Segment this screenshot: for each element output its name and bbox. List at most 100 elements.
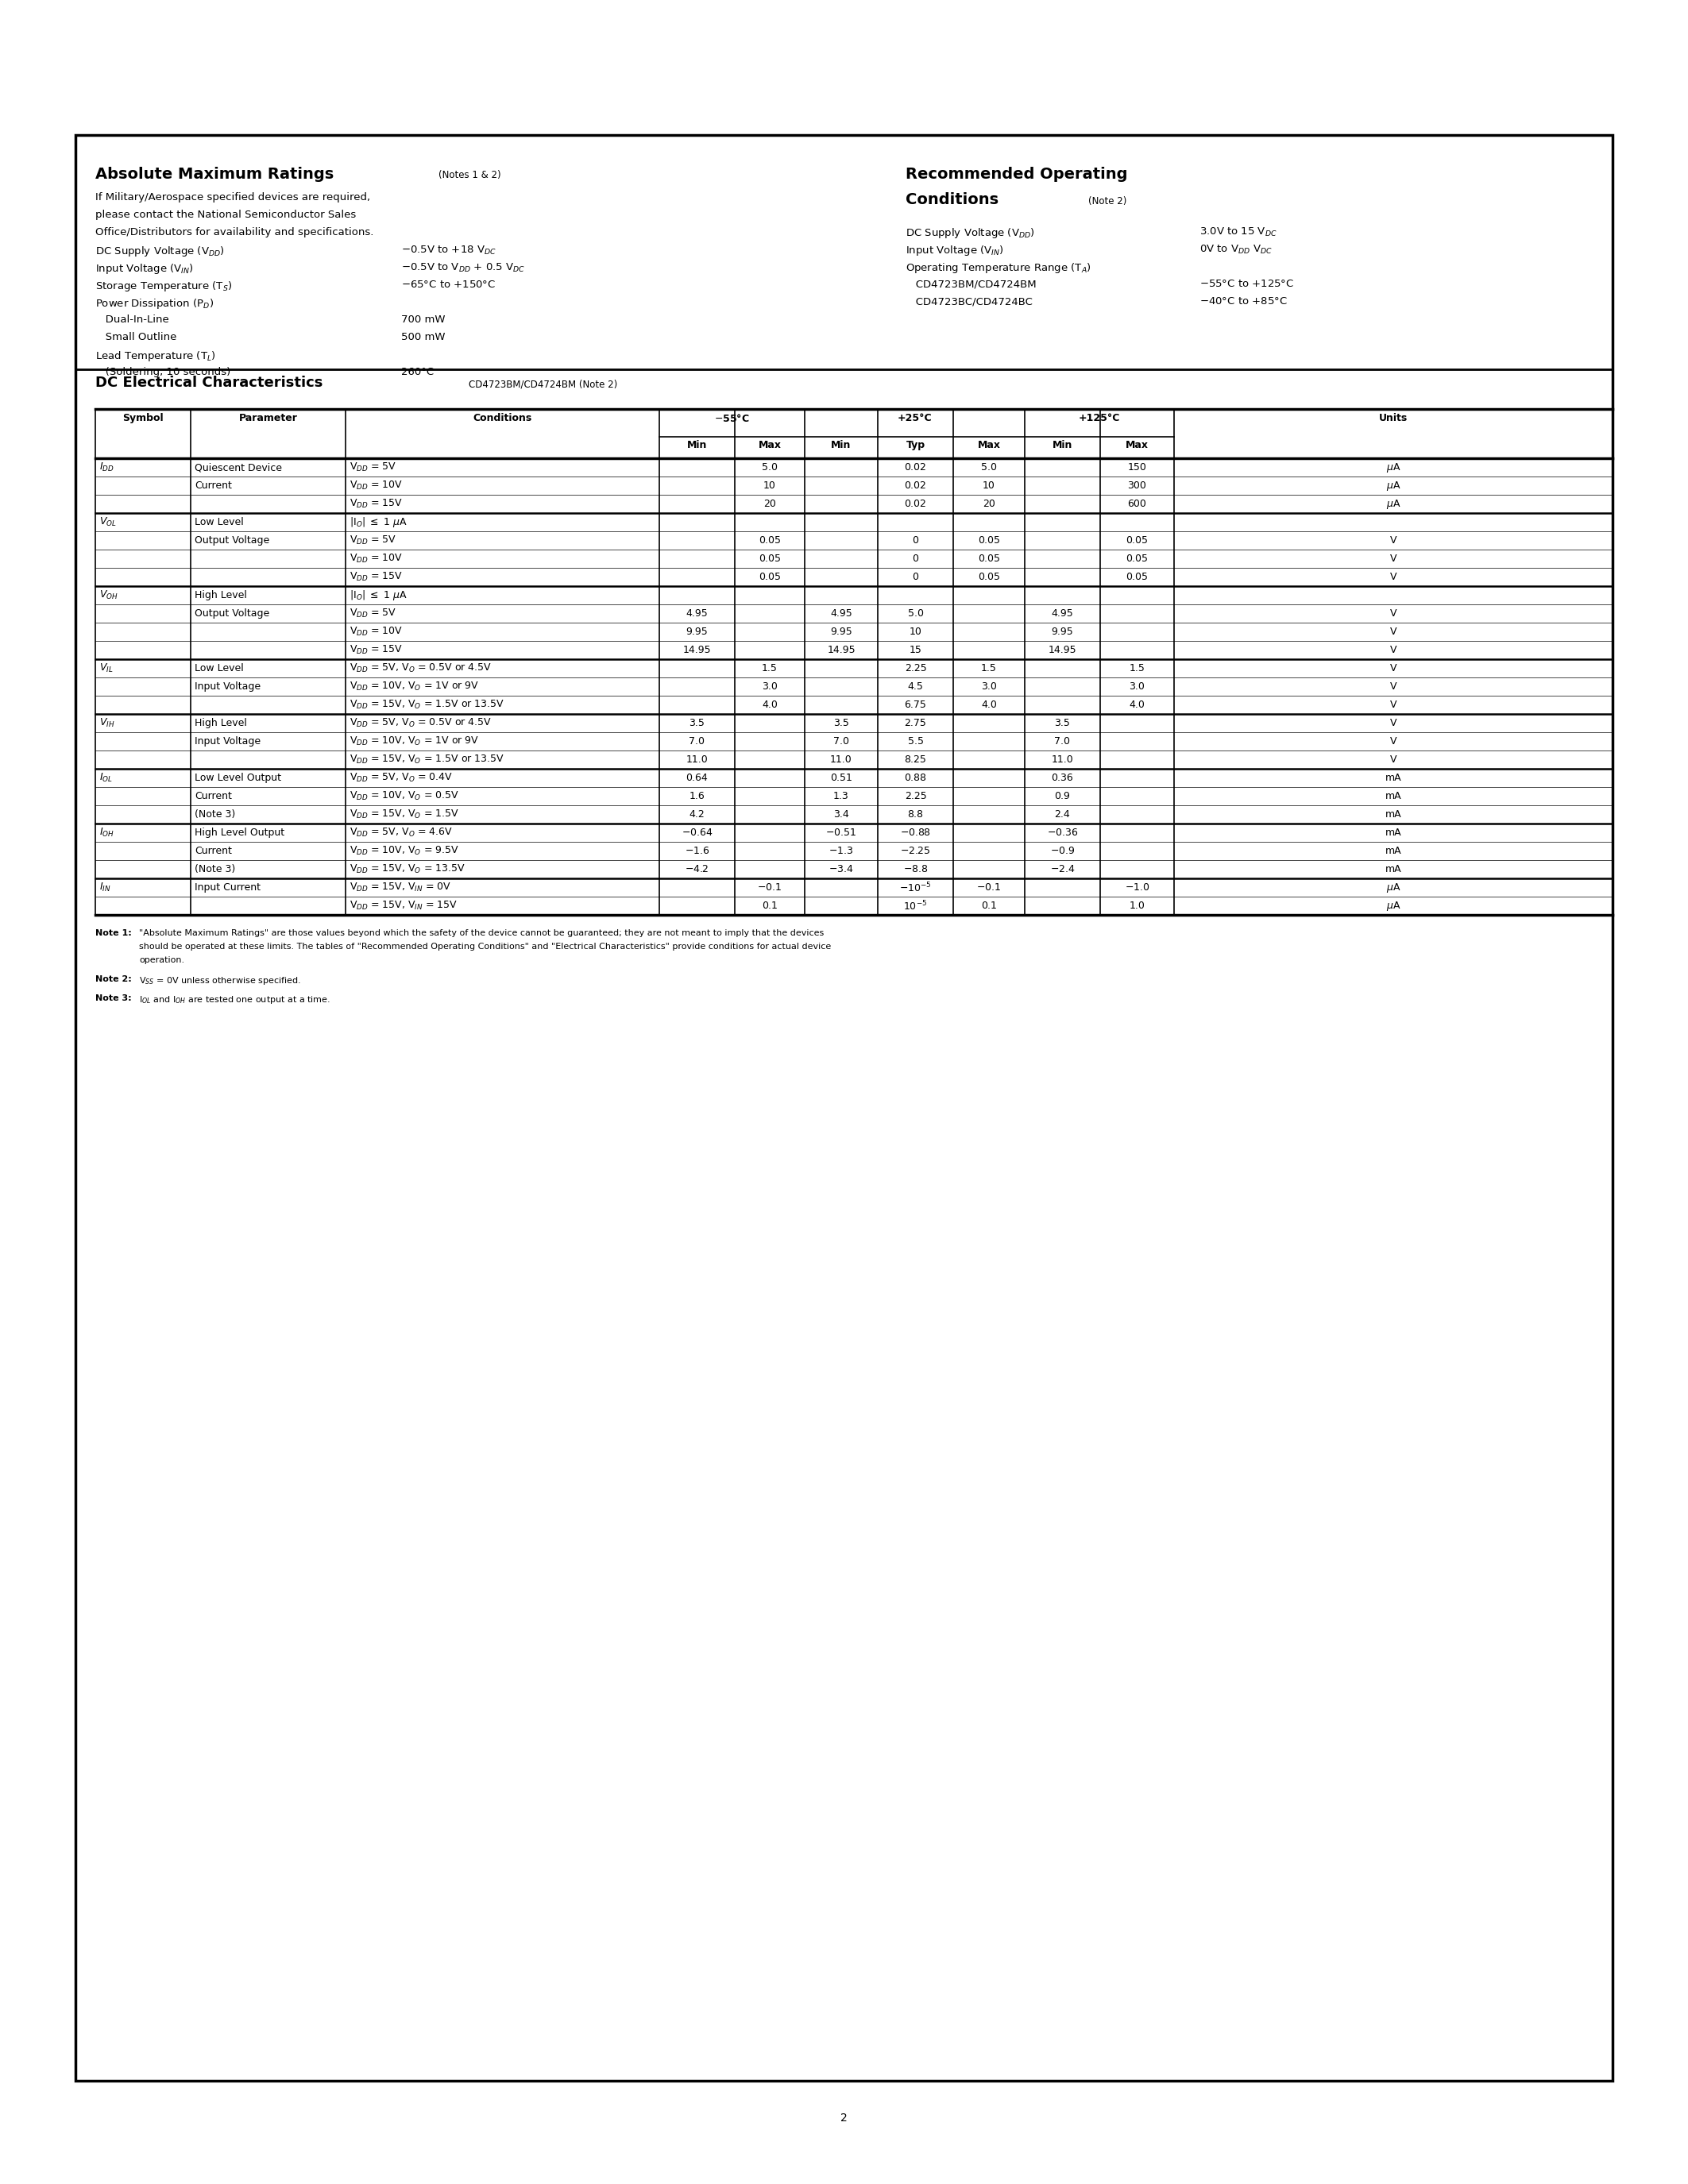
Text: I$_{OL}$ and I$_{OH}$ are tested one output at a time.: I$_{OL}$ and I$_{OH}$ are tested one out… [138,994,331,1005]
Text: Typ: Typ [906,439,925,450]
Text: V: V [1389,681,1396,692]
Text: 0.05: 0.05 [977,553,999,563]
Text: Current: Current [194,845,231,856]
Text: Small Outline: Small Outline [95,332,177,343]
Text: 0.05: 0.05 [1126,553,1148,563]
Text: 4.0: 4.0 [981,699,998,710]
Text: 260°C: 260°C [402,367,434,378]
Text: 6.75: 6.75 [905,699,927,710]
Text: (Soldering, 10 seconds): (Soldering, 10 seconds) [95,367,231,378]
Text: V$_{DD}$ = 15V, V$_O$ = 1.5V or 13.5V: V$_{DD}$ = 15V, V$_O$ = 1.5V or 13.5V [349,753,505,767]
Text: V: V [1389,753,1396,764]
Text: 1.5: 1.5 [1129,664,1144,673]
Text: $\mu$A: $\mu$A [1386,880,1401,893]
Text: Max: Max [1126,439,1148,450]
Text: $V_{IH}$: $V_{IH}$ [100,716,115,729]
Text: V$_{DD}$ = 15V, V$_{IN}$ = 15V: V$_{DD}$ = 15V, V$_{IN}$ = 15V [349,900,457,911]
Bar [76,135,1612,2081]
Text: 0V to V$_{DD}$ V$_{DC}$: 0V to V$_{DD}$ V$_{DC}$ [1200,245,1273,256]
Text: 0.05: 0.05 [977,535,999,546]
Text: V$_{DD}$ = 5V: V$_{DD}$ = 5V [349,535,397,546]
Text: 11.0: 11.0 [685,753,707,764]
Text: mA: mA [1386,845,1401,856]
Text: Lead Temperature (T$_L$): Lead Temperature (T$_L$) [95,349,216,363]
Text: mA: mA [1386,865,1401,874]
Text: mA: mA [1386,791,1401,802]
Text: 1.5: 1.5 [761,664,778,673]
Text: V$_{DD}$ = 5V, V$_O$ = 4.6V: V$_{DD}$ = 5V, V$_O$ = 4.6V [349,828,452,839]
Text: Max: Max [758,439,782,450]
Text: 1.5: 1.5 [981,664,998,673]
Text: 11.0: 11.0 [1052,753,1074,764]
Text: please contact the National Semiconductor Sales: please contact the National Semiconducto… [95,210,356,221]
Text: $-$1.6: $-$1.6 [685,845,709,856]
Text: $-$55°C to +125°C: $-$55°C to +125°C [1200,280,1295,288]
Text: CD4723BM/CD4724BM: CD4723BM/CD4724BM [905,280,1036,288]
Text: V$_{DD}$ = 10V: V$_{DD}$ = 10V [349,553,403,566]
Text: V$_{DD}$ = 15V, V$_O$ = 1.5V or 13.5V: V$_{DD}$ = 15V, V$_O$ = 1.5V or 13.5V [349,699,505,710]
Text: $-$4.2: $-$4.2 [685,865,709,874]
Text: 15: 15 [910,644,922,655]
Text: $V_{IL}$: $V_{IL}$ [100,662,113,675]
Text: operation.: operation. [138,957,184,963]
Text: $\mu$A: $\mu$A [1386,900,1401,913]
Text: 0.05: 0.05 [758,553,782,563]
Text: V: V [1389,736,1396,747]
Text: CD4723BC/CD4724BC: CD4723BC/CD4724BC [905,297,1033,306]
Text: Input Voltage: Input Voltage [194,736,260,747]
Text: "Absolute Maximum Ratings" are those values beyond which the safety of the devic: "Absolute Maximum Ratings" are those val… [138,928,824,937]
Text: 7.0: 7.0 [689,736,706,747]
Text: Units: Units [1379,413,1408,424]
Text: Power Dissipation (P$_D$): Power Dissipation (P$_D$) [95,297,214,310]
Text: 4.0: 4.0 [761,699,778,710]
Text: V: V [1389,699,1396,710]
Text: 3.5: 3.5 [1055,719,1070,727]
Text: 0.36: 0.36 [1052,773,1074,784]
Text: Conditions: Conditions [905,192,999,207]
Text: V: V [1389,572,1396,583]
Text: $-$65°C to +150°C: $-$65°C to +150°C [402,280,496,290]
Text: 5.0: 5.0 [981,463,998,472]
Text: V$_{DD}$ = 5V, V$_O$ = 0.5V or 4.5V: V$_{DD}$ = 5V, V$_O$ = 0.5V or 4.5V [349,662,491,675]
Text: V: V [1389,627,1396,638]
Text: 4.5: 4.5 [908,681,923,692]
Text: should be operated at these limits. The tables of "Recommended Operating Conditi: should be operated at these limits. The … [138,943,830,950]
Text: $-$40°C to +85°C: $-$40°C to +85°C [1200,297,1288,306]
Text: (Note 2): (Note 2) [1089,197,1126,207]
Text: $-$0.5V to +18 V$_{DC}$: $-$0.5V to +18 V$_{DC}$ [402,245,496,256]
Text: Parameter: Parameter [238,413,297,424]
Text: 14.95: 14.95 [1048,644,1077,655]
Text: 0.51: 0.51 [830,773,852,784]
Text: 300: 300 [1128,480,1146,491]
Text: Storage Temperature (T$_S$): Storage Temperature (T$_S$) [95,280,233,293]
Text: |I$_O$| $\leq$ 1 $\mu$A: |I$_O$| $\leq$ 1 $\mu$A [349,587,407,603]
Text: Conditions: Conditions [473,413,532,424]
Text: 4.95: 4.95 [1052,609,1074,618]
Text: $-$0.64: $-$0.64 [682,828,712,839]
Text: CD4723BM/CD4724BM (Note 2): CD4723BM/CD4724BM (Note 2) [469,378,618,389]
Text: 3.0: 3.0 [1129,681,1144,692]
Text: V$_{DD}$ = 5V, V$_O$ = 0.5V or 4.5V: V$_{DD}$ = 5V, V$_O$ = 0.5V or 4.5V [349,716,491,729]
Text: Low Level: Low Level [194,664,243,673]
Text: DC Supply Voltage (V$_{DD}$): DC Supply Voltage (V$_{DD}$) [95,245,225,258]
Text: 0: 0 [912,535,918,546]
Text: V: V [1389,609,1396,618]
Text: 2.4: 2.4 [1055,810,1070,819]
Text: Low Level Output: Low Level Output [194,773,282,784]
Text: $-$0.51: $-$0.51 [825,828,858,839]
Text: V$_{DD}$ = 15V, V$_{IN}$ = 0V: V$_{DD}$ = 15V, V$_{IN}$ = 0V [349,882,451,893]
Text: Input Voltage (V$_{IN}$): Input Voltage (V$_{IN}$) [905,245,1004,258]
Text: V$_{DD}$ = 15V, V$_O$ = 13.5V: V$_{DD}$ = 15V, V$_O$ = 13.5V [349,863,466,876]
Text: 8.8: 8.8 [908,810,923,819]
Text: V$_{DD}$ = 10V, V$_O$ = 1V or 9V: V$_{DD}$ = 10V, V$_O$ = 1V or 9V [349,736,479,747]
Text: 500 mW: 500 mW [402,332,446,343]
Text: 150: 150 [1128,463,1146,472]
Text: Max: Max [977,439,1001,450]
Text: If Military/Aerospace specified devices are required,: If Military/Aerospace specified devices … [95,192,370,203]
Text: (Note 3): (Note 3) [194,865,235,874]
Text: $-$0.9: $-$0.9 [1050,845,1075,856]
Text: V$_{DD}$ = 10V: V$_{DD}$ = 10V [349,627,403,638]
Text: 0.05: 0.05 [1126,572,1148,583]
Text: Dual-In-Line: Dual-In-Line [95,314,169,325]
Text: $I_{IN}$: $I_{IN}$ [100,882,111,893]
